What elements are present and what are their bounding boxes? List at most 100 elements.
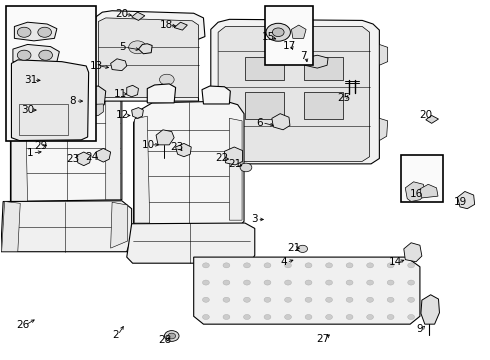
Text: 4: 4 [281,257,288,267]
Circle shape [168,333,175,339]
Text: 29: 29 [34,141,48,151]
Circle shape [346,263,353,268]
Polygon shape [272,114,290,130]
Polygon shape [111,202,128,248]
Circle shape [367,315,373,319]
Polygon shape [127,223,255,263]
Circle shape [38,27,51,37]
Polygon shape [156,130,174,145]
Polygon shape [426,116,439,123]
Polygon shape [211,19,379,164]
Polygon shape [224,147,243,165]
Text: 14: 14 [389,257,402,267]
Text: 21: 21 [287,243,300,253]
Circle shape [305,297,312,302]
Polygon shape [194,257,420,324]
Circle shape [202,315,209,319]
Polygon shape [405,182,426,202]
Circle shape [164,330,179,341]
Circle shape [387,297,394,302]
Text: 31: 31 [24,75,38,85]
Bar [265,6,314,65]
Text: 13: 13 [90,61,103,71]
Circle shape [326,315,332,319]
Circle shape [240,163,252,172]
Circle shape [244,315,250,319]
Text: 25: 25 [337,93,350,103]
Bar [5,6,96,140]
Polygon shape [127,85,139,97]
Circle shape [285,315,292,319]
Polygon shape [132,108,144,118]
Polygon shape [417,181,436,198]
Polygon shape [76,152,91,166]
Text: 2: 2 [112,330,119,340]
Polygon shape [86,60,93,87]
Polygon shape [111,59,127,71]
Text: 28: 28 [158,334,171,345]
Bar [245,57,284,80]
Text: 20: 20 [419,111,432,121]
Text: 18: 18 [160,20,173,30]
Polygon shape [218,27,369,161]
Circle shape [408,263,415,268]
Text: 15: 15 [262,32,275,42]
Text: 17: 17 [282,41,295,50]
Polygon shape [292,25,306,39]
Polygon shape [1,202,20,252]
Circle shape [285,280,292,285]
Circle shape [305,280,312,285]
Circle shape [346,297,353,302]
Text: 20: 20 [115,9,128,19]
Polygon shape [288,40,301,50]
Circle shape [223,297,230,302]
Text: 9: 9 [416,324,423,334]
Circle shape [39,50,52,60]
Text: 30: 30 [21,105,34,115]
Circle shape [387,280,394,285]
Polygon shape [86,34,93,58]
Text: 21: 21 [229,159,242,169]
Polygon shape [14,22,57,41]
Polygon shape [10,65,122,202]
Text: 1: 1 [26,148,33,158]
Polygon shape [11,87,27,202]
Polygon shape [81,86,106,108]
Text: 24: 24 [85,152,98,162]
Circle shape [326,263,332,268]
Polygon shape [106,92,121,200]
Polygon shape [305,55,328,68]
Polygon shape [139,44,152,54]
Polygon shape [458,192,475,209]
Circle shape [202,297,209,302]
Circle shape [202,263,209,268]
Polygon shape [404,243,422,262]
Circle shape [305,315,312,319]
Bar [401,155,443,202]
Polygon shape [11,60,89,140]
Circle shape [264,280,271,285]
Text: 19: 19 [453,197,466,207]
Polygon shape [379,118,388,140]
Text: 23: 23 [66,154,80,164]
Bar [245,92,284,119]
Circle shape [159,74,174,85]
Circle shape [17,27,31,37]
Polygon shape [93,11,205,101]
Circle shape [387,315,394,319]
Circle shape [244,263,250,268]
Circle shape [326,297,332,302]
Text: 22: 22 [215,153,228,163]
Circle shape [264,263,271,268]
Text: 3: 3 [251,215,258,224]
Polygon shape [134,101,244,227]
Circle shape [298,245,308,252]
Circle shape [285,263,292,268]
Circle shape [129,41,147,54]
Circle shape [326,280,332,285]
Text: 23: 23 [170,142,183,152]
Circle shape [223,280,230,285]
Polygon shape [0,201,132,252]
Circle shape [305,263,312,268]
Polygon shape [85,104,103,116]
